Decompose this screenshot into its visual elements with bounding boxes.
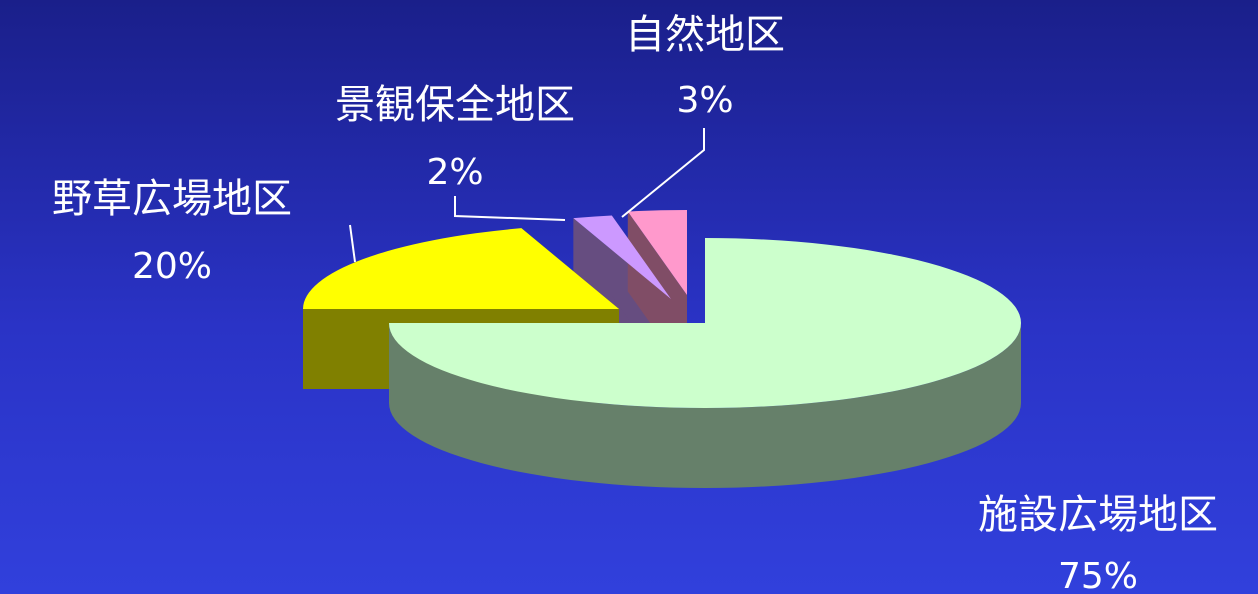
label-yasou: 野草広場地区 [52,176,292,222]
label-shizen: 自然地区 [625,12,785,58]
slice-top-0 [389,238,1021,408]
percent-yasou: 20% [132,246,212,287]
leader-lines [349,128,705,263]
percent-keikan: 2% [426,152,483,193]
slice-top-1 [303,228,619,309]
slice-top-2 [573,215,671,299]
label-shisetsu: 施設広場地区 [978,492,1218,538]
slice-top-3 [627,210,687,295]
slice-tops [303,210,1021,408]
label-keikan: 景観保全地区 [335,82,575,128]
percent-shisetsu: 75% [1058,556,1138,594]
leader-keikan [454,196,566,221]
leader-shizen [621,128,705,218]
leader-yasou [349,224,356,263]
slice-side-0 [389,323,1021,488]
percent-shizen: 3% [676,80,733,121]
